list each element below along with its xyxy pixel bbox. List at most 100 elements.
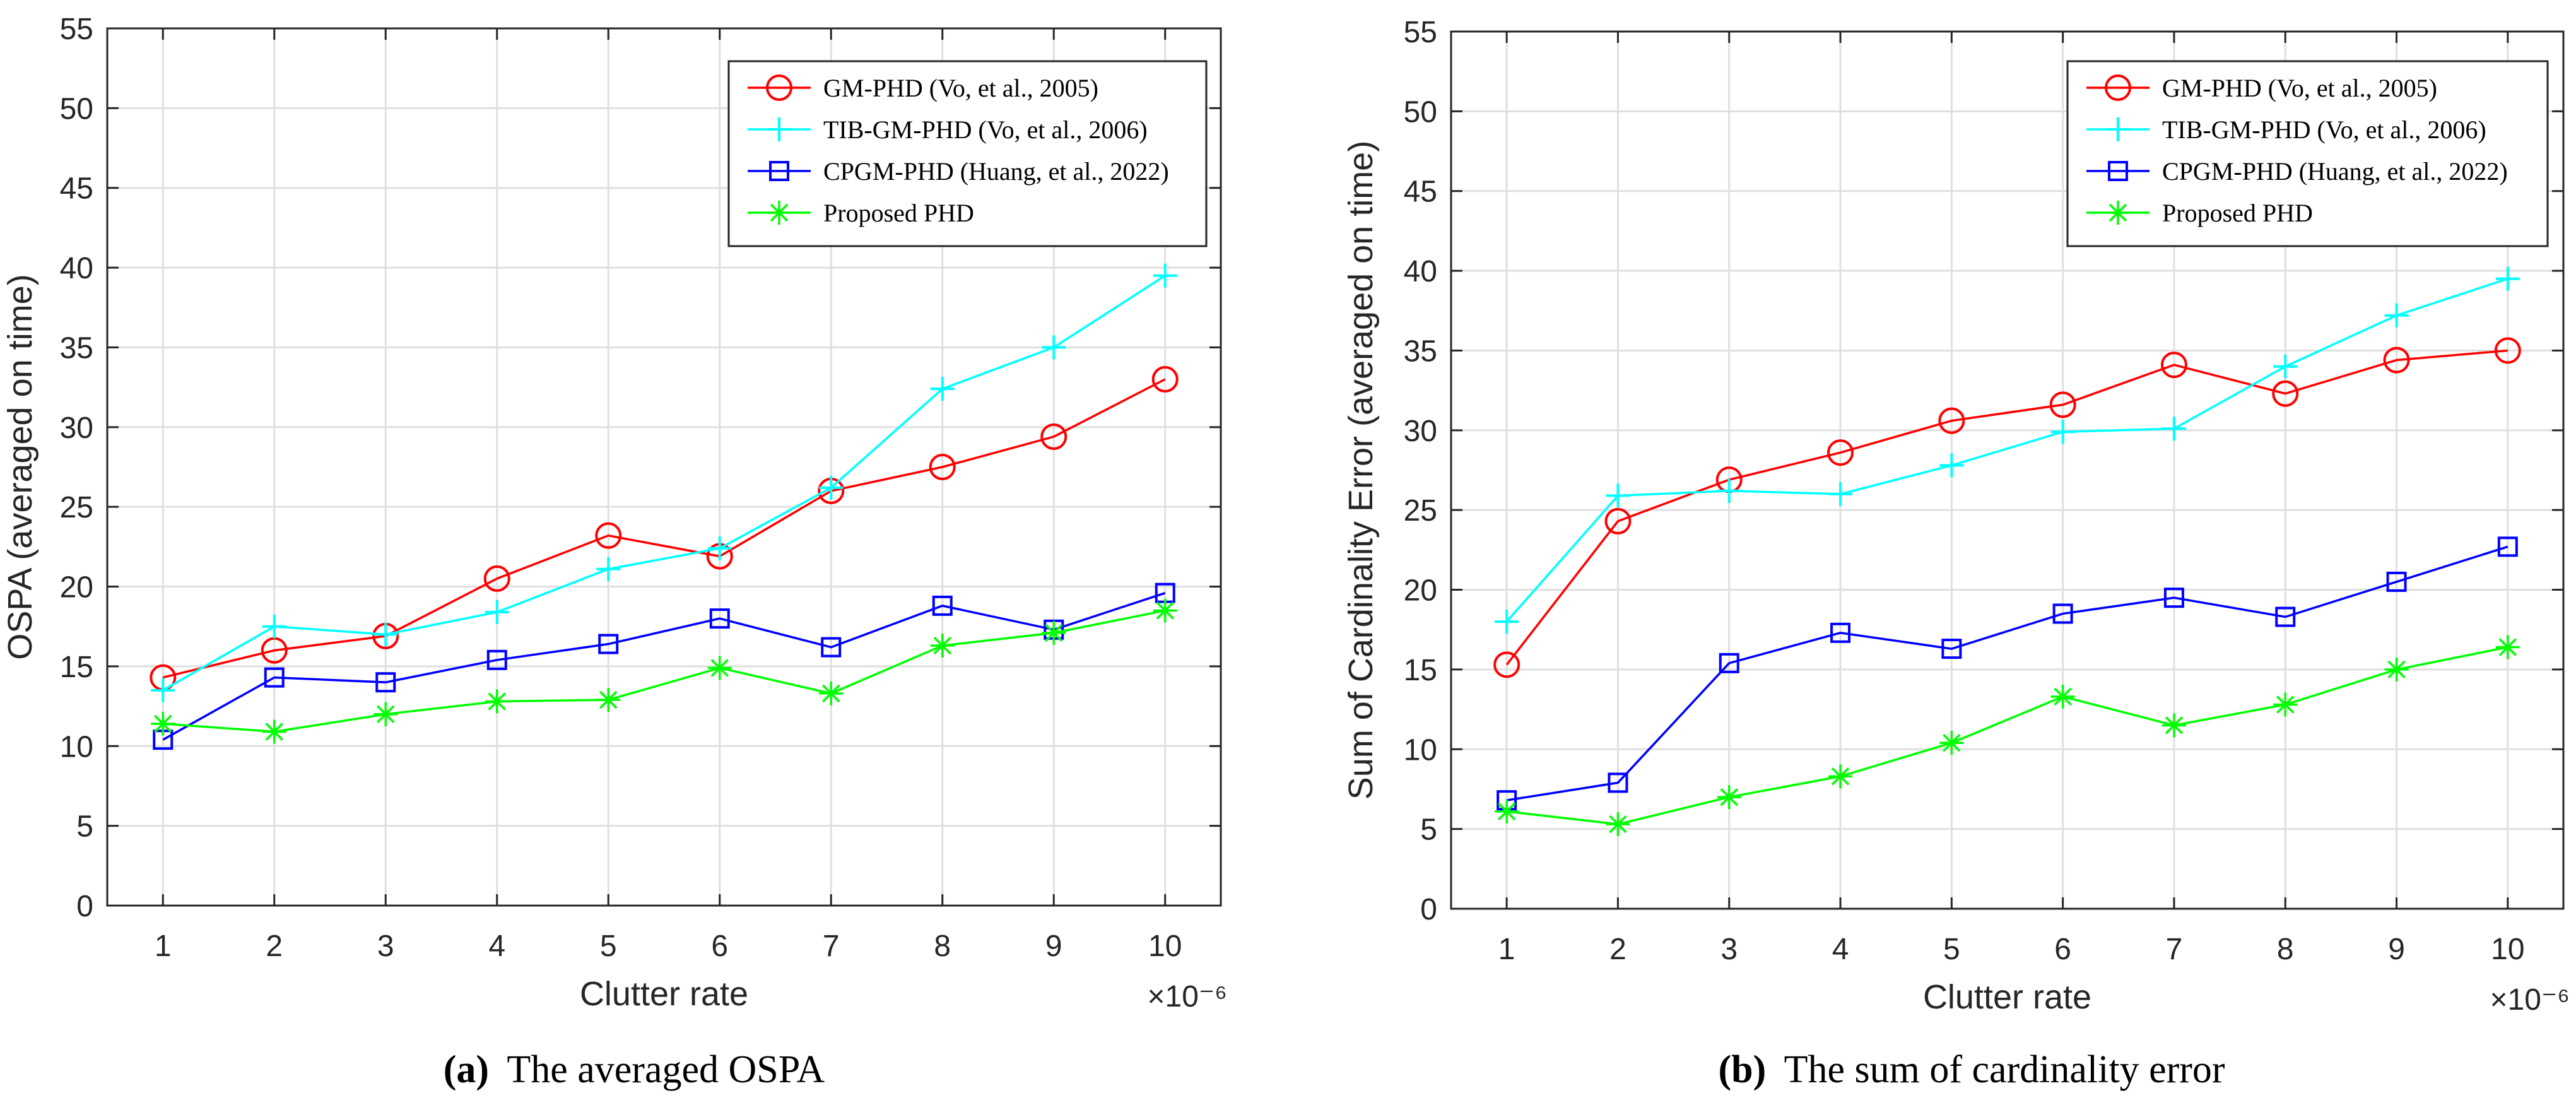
chart-1-series-2-point [1941,639,1962,659]
chart-0-y-tick-label: 45 [60,172,93,206]
chart-1-x-tick-label: 7 [2166,933,2183,966]
chart-1-series-0-point [2160,352,2187,379]
chart-0-series-1-point [707,536,732,560]
chart-0-x-tick-label: 2 [266,930,283,963]
chart-1-x-tick-label: 10 [2491,933,2524,966]
chart-1-series-3-point [1495,799,1519,824]
chart-0-y-tick-label: 40 [60,252,93,285]
chart-1-legend-marker-3 [2106,201,2130,225]
caption-a-tag: (a) [444,1048,489,1091]
chart-0-legend-marker-0 [766,74,792,101]
chart-1-series-2-point [2275,606,2296,627]
chart-0-series-3-point [1153,598,1177,623]
chart-1-series-2-point [2052,603,2073,624]
chart-0-legend-label-0: GM-PHD (Vo, et al., 2005) [823,74,1098,102]
chart-0-y-tick-label: 20 [60,571,93,605]
chart-1-series-0 [1493,337,2521,678]
chart-1-series-3-point [1939,731,1964,755]
chart-0-legend-box [727,60,1208,247]
chart-1-x-axis-exponent: ×10⁻⁶ [2490,983,2570,1017]
chart-1-x-tick-label: 1 [1498,933,1515,966]
chart-0-series-0 [150,366,1179,691]
chart-1-series-0-point [1938,407,1965,434]
chart-0-x-tick-label: 6 [711,930,728,963]
chart-0-x-tick-label: 4 [488,930,505,963]
chart-0-y-tick-label: 10 [60,730,93,764]
chart-1-series-3-point [1828,764,1853,789]
chart-0-series-0-point [929,454,956,480]
chart-0-series-0-point [1151,366,1179,393]
chart-1-series-3-point [2495,635,2520,659]
chart-1-y-tick-label: 15 [1404,654,1437,687]
chart-1-y-tick-label: 10 [1404,733,1437,767]
chart-0-series-3 [151,598,1177,744]
chart-1-series-0-point [1493,651,1520,678]
chart-0-x-tick-label: 10 [1148,930,1182,963]
chart-1-series-3-line [1506,646,2508,825]
chart-1-x-tick-label: 2 [1609,933,1626,966]
chart-1-y-tick-label: 55 [1404,16,1437,49]
chart-0-series-2 [153,582,1175,750]
chart-0-series-1-point [373,622,398,647]
chart-0-series-2-point [821,637,842,658]
chart-1-legend-label-1: TIB-GM-PHD (Vo, et al., 2006) [2162,115,2486,144]
chart-0-x-tick-label: 8 [934,930,951,963]
chart-cardinality-error: 1 2 3 4 5 6 7 8 9 100510152025303540455055Clutter… [1342,16,2570,1017]
caption-b: (b) The sum of cardinality error [1718,1048,2225,1091]
chart-0-series-2-line [162,591,1166,741]
chart-1-series-2-line [1506,545,2508,801]
chart-1-series-2-point [2163,588,2184,608]
chart-1-series-0-line [1505,349,2508,666]
chart-0-series-1-point [930,377,955,401]
chart-0-series-3-point [262,719,286,744]
chart-0-series-1-point [596,557,621,581]
chart-0-legend-label-3: Proposed PHD [823,199,974,227]
chart-1-series-1-point [2273,354,2298,379]
chart-0-series-1-line [162,275,1166,692]
chart-1-x-tick-label: 5 [1943,933,1960,966]
chart-1-series-1-line [1505,278,2508,623]
chart-1-y-tick-label: 35 [1404,334,1437,368]
chart-0-x-tick-label: 9 [1045,930,1062,963]
chart-0-legend: GM-PHD (Vo, et al., 2005) TIB-GM-PHD (Vo,… [727,60,1208,247]
chart-0-series-3-point [373,702,398,726]
chart-1-series-2-point [1830,622,1851,643]
chart-1-series-1 [1495,266,2520,634]
chart-0-series-3-point [596,687,621,712]
chart-0-series-3-line [163,609,1166,733]
chart-1-x-tick-label: 6 [2054,933,2071,966]
chart-0-series-1-point [819,475,844,500]
chart-0-y-tick-label: 30 [60,411,93,445]
chart-1-y-tick-label: 20 [1404,574,1437,608]
chart-1-series-1-point [1828,482,1853,506]
chart-1-x-tick-label: 4 [1832,933,1849,966]
chart-1-series-2-point [2386,571,2407,592]
chart-0-series-2-point [486,649,507,670]
chart-0-series-1-point [485,600,509,624]
chart-0-series-2-point [932,595,953,616]
chart-1-series-1-point [2495,266,2520,291]
chart-0-x-axis-exponent: ×10⁻⁶ [1147,980,1227,1013]
chart-1-y-tick-label: 50 [1404,95,1437,129]
chart-1-series-1-point [1606,483,1630,508]
chart-0-legend-marker-2 [769,161,789,181]
chart-1-x-tick-label: 8 [2277,933,2294,966]
chart-0-y-tick-label: 5 [76,810,93,844]
chart-0-legend-label-2: CPGM-PHD (Huang, et al., 2022) [823,157,1169,186]
chart-1-series-3-point [2384,657,2409,682]
chart-1-y-tick-label: 40 [1404,255,1437,288]
chart-0-series-1-point [1153,263,1177,288]
chart-1-legend-label-3: Proposed PHD [2162,199,2313,227]
chart-1-y-tick-label: 25 [1404,494,1437,528]
chart-0-y-axis-label: OSPA (averaged on time) [1,274,39,659]
chart-1-y-tick-label: 30 [1404,415,1437,448]
chart-0-y-tick-label: 50 [60,92,93,126]
chart-1-series-0-point [1604,507,1632,535]
chart-0-series-3-point [930,634,955,658]
chart-0-legend-label-1: TIB-GM-PHD (Vo, et al., 2006) [823,115,1148,144]
chart-0-axes-box [106,27,1222,907]
chart-1-legend-marker-2 [2108,161,2128,181]
chart-0-series-3-point [1042,620,1066,645]
chart-1-y-axis-label: Sum of Cardinality Error (averaged on ti… [1342,141,1380,800]
